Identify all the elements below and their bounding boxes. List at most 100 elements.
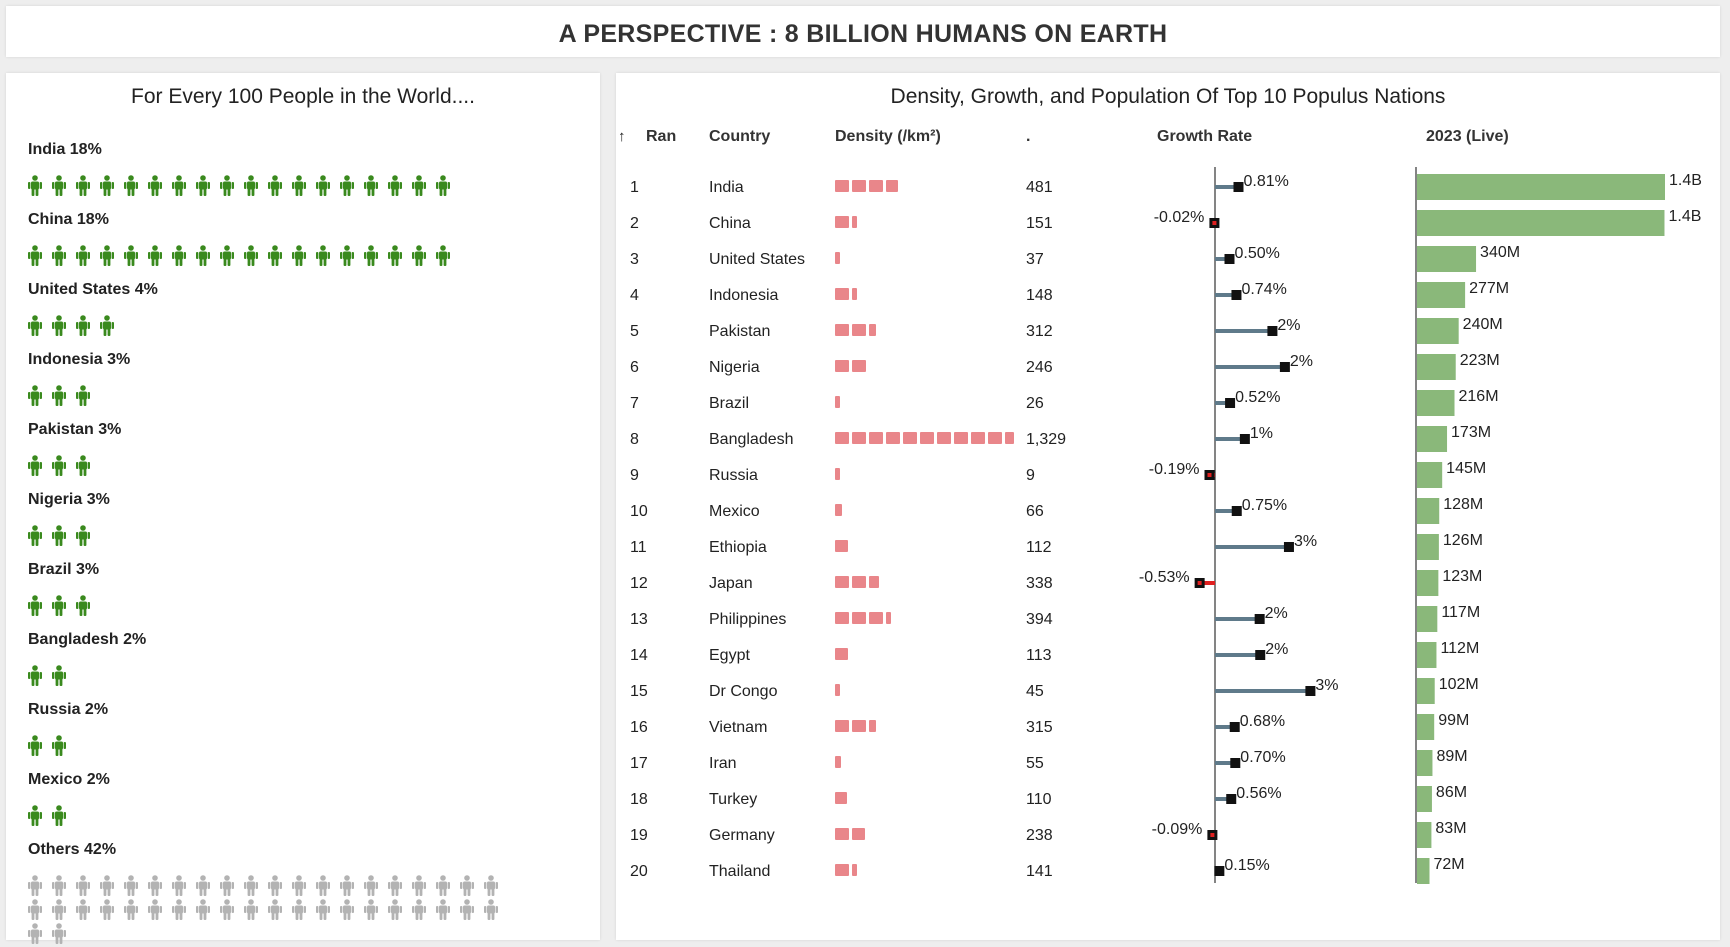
header-growth-rate: Growth Rate xyxy=(1157,128,1252,145)
person-icon-row xyxy=(28,665,66,686)
person-icon xyxy=(76,245,90,266)
person-icon xyxy=(316,899,330,920)
rank-cell: 8 xyxy=(630,431,639,448)
person-icon xyxy=(76,175,90,196)
person-icon xyxy=(412,175,426,196)
person-icon xyxy=(28,175,42,196)
group-label: Indonesia 3% xyxy=(28,351,131,368)
growth-label: 0.52% xyxy=(1235,389,1280,406)
population-bar xyxy=(1417,498,1440,524)
rank-cell: 13 xyxy=(630,611,648,628)
growth-label: 3% xyxy=(1315,677,1338,694)
person-icon xyxy=(124,245,138,266)
density-block xyxy=(835,324,849,336)
person-icon xyxy=(436,899,450,920)
person-icon xyxy=(172,899,186,920)
person-icon xyxy=(28,735,42,756)
person-icon xyxy=(52,923,66,944)
dashboard-title: A PERSPECTIVE : 8 BILLION HUMANS ON EART… xyxy=(558,20,1168,48)
person-icon xyxy=(52,455,66,476)
population-bar xyxy=(1417,642,1437,668)
population-bar xyxy=(1417,678,1435,704)
density-block xyxy=(835,576,849,588)
person-icon xyxy=(412,899,426,920)
growth-label: 0.68% xyxy=(1240,713,1285,730)
person-icon xyxy=(28,665,42,686)
person-icon xyxy=(460,899,474,920)
density-value-cell: 394 xyxy=(1026,611,1053,628)
person-icon xyxy=(436,245,450,266)
person-icon xyxy=(388,875,402,896)
country-cell: Iran xyxy=(709,755,737,772)
person-icon xyxy=(28,525,42,546)
population-bar xyxy=(1417,714,1435,740)
rank-cell: 5 xyxy=(630,323,639,340)
country-cell: Thailand xyxy=(709,863,770,880)
density-block xyxy=(835,432,849,444)
person-icon-row xyxy=(28,455,90,476)
person-icon xyxy=(340,899,354,920)
person-icon xyxy=(100,899,114,920)
person-icon xyxy=(52,899,66,920)
growth-marker xyxy=(1229,722,1240,732)
country-cell: Nigeria xyxy=(709,359,760,376)
density-value-cell: 481 xyxy=(1026,179,1053,196)
density-block xyxy=(852,576,866,588)
person-icon xyxy=(388,175,402,196)
density-block xyxy=(852,288,857,300)
title-panel: A PERSPECTIVE : 8 BILLION HUMANS ON EART… xyxy=(6,6,1720,57)
density-value-cell: 246 xyxy=(1026,359,1053,376)
person-icon xyxy=(340,245,354,266)
group-label: Russia 2% xyxy=(28,701,109,718)
density-block xyxy=(988,432,1002,444)
density-block xyxy=(937,432,951,444)
population-bar xyxy=(1417,426,1448,452)
person-icon xyxy=(364,175,378,196)
density-block xyxy=(869,720,876,732)
population-label: 83M xyxy=(1435,820,1466,837)
growth-marker-inner xyxy=(1210,833,1215,837)
rank-cell: 14 xyxy=(630,647,648,664)
person-icon xyxy=(292,245,306,266)
growth-marker xyxy=(1254,614,1265,624)
population-bar xyxy=(1417,570,1439,596)
growth-label: 0.50% xyxy=(1235,245,1280,262)
growth-marker xyxy=(1255,650,1266,660)
person-icon xyxy=(124,175,138,196)
person-icon xyxy=(268,245,282,266)
growth-marker xyxy=(1233,182,1244,192)
growth-label: 3% xyxy=(1294,533,1317,550)
growth-marker xyxy=(1224,254,1235,264)
sort-arrow-icon[interactable]: ↑ xyxy=(618,128,626,145)
group-label: India 18% xyxy=(28,141,102,158)
country-cell: Germany xyxy=(709,827,775,844)
person-icon xyxy=(28,899,42,920)
population-label: 123M xyxy=(1442,568,1482,585)
density-block xyxy=(835,216,849,228)
growth-marker xyxy=(1267,326,1278,336)
growth-marker-inner xyxy=(1207,473,1212,477)
country-cell: Brazil xyxy=(709,395,749,412)
population-bar xyxy=(1417,822,1432,848)
person-icon xyxy=(28,805,42,826)
density-value-cell: 113 xyxy=(1026,647,1052,664)
person-icon xyxy=(340,175,354,196)
population-label: 277M xyxy=(1469,280,1509,297)
population-label: 112M xyxy=(1440,640,1479,657)
rank-cell: 20 xyxy=(630,863,648,880)
growth-label: 2% xyxy=(1265,605,1288,622)
growth-marker xyxy=(1283,542,1294,552)
density-value-cell: 151 xyxy=(1026,215,1053,232)
person-icon xyxy=(484,899,498,920)
density-block xyxy=(835,792,847,804)
country-cell: Egypt xyxy=(709,647,750,664)
person-icon xyxy=(436,875,450,896)
population-label: 240M xyxy=(1463,316,1503,333)
population-bar xyxy=(1417,174,1665,200)
growth-marker-inner xyxy=(1212,221,1217,225)
person-icon-row xyxy=(28,805,66,826)
person-icon xyxy=(484,875,498,896)
growth-marker xyxy=(1214,866,1225,876)
person-icon xyxy=(172,875,186,896)
growth-marker-inner xyxy=(1197,581,1202,585)
